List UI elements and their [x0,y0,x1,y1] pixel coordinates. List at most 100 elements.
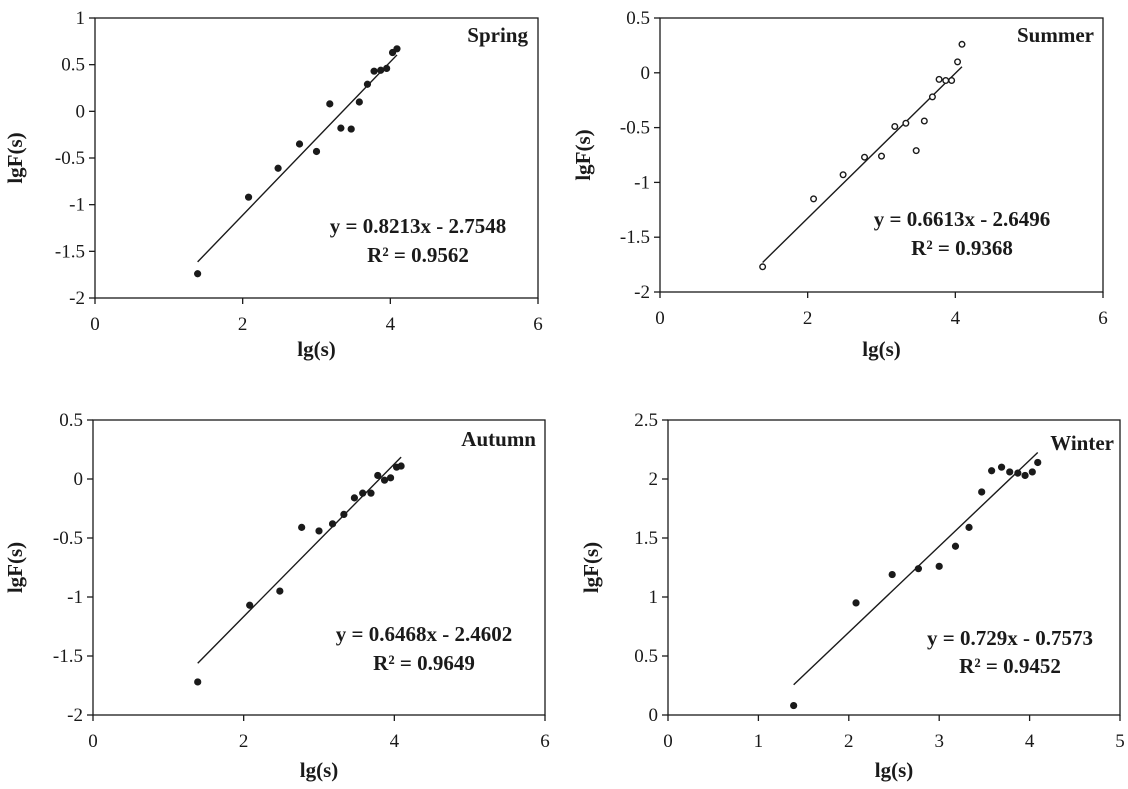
autumn-x-axis-title: lg(s) [300,758,339,782]
spring-y-axis-title: lgF(s) [3,132,27,183]
spring-y-tick-label: 1 [76,8,86,29]
summer-x-tick-label: 2 [803,308,813,329]
spring-equation-label: y = 0.8213x - 2.7548 [330,214,506,238]
summer-y-axis-title: lgF(s) [571,129,595,180]
winter-data-point [935,562,943,570]
autumn-y-tick-label: -0.5 [53,528,83,549]
summer-equation-label: y = 0.6613x - 2.6496 [874,207,1050,231]
winter-y-tick-label: 2 [649,469,659,490]
summer-data-point [942,76,950,84]
winter-data-point [978,488,986,496]
winter-x-axis-title: lg(s) [875,758,914,782]
winter-data-point [997,463,1006,471]
spring-title: Spring [467,23,528,47]
winter-r2-label: R² = 0.9452 [959,654,1061,678]
winter-y-tick-label: 0 [649,705,659,726]
autumn-x-tick-label: 6 [540,731,550,752]
autumn-y-tick-label: -1 [67,587,83,608]
winter-x-tick-label: 0 [663,731,673,752]
spring-y-tick-label: -1.5 [55,241,85,262]
autumn-data-point [298,523,306,531]
summer-data-point [902,119,910,127]
autumn-y-tick-label: 0.5 [59,410,83,431]
winter-data-point [1021,471,1029,480]
spring-data-point [312,147,321,156]
summer-data-point [935,75,943,83]
winter-y-tick-label: 0.5 [634,646,658,667]
winter-data-point [888,570,896,579]
autumn-data-point [350,494,359,502]
autumn-r2-label: R² = 0.9649 [373,651,475,675]
winter-data-point [965,523,973,531]
spring-x-axis-title: lg(s) [297,337,336,361]
summer-y-tick-label: -1.5 [620,227,650,248]
spring-x-tick-label: 2 [238,314,248,335]
autumn-data-point [367,489,375,497]
winter-data-point [1028,468,1036,476]
winter-y-tick-label: 1.5 [634,528,658,549]
spring-data-point [194,270,202,278]
autumn-data-point [386,474,395,482]
summer-data-point [954,58,962,66]
autumn-x-tick-label: 2 [239,731,249,752]
spring-data-point [274,164,282,172]
summer-x-tick-label: 0 [655,308,665,329]
summer-y-tick-label: 0 [641,63,651,84]
winter-x-tick-label: 5 [1115,731,1125,752]
spring-data-point [393,45,401,53]
autumn-data-point [246,601,254,609]
summer-y-tick-label: 0.5 [626,8,650,29]
autumn-equation-label: y = 0.6468x - 2.4602 [336,622,512,646]
winter-data-point [951,542,960,550]
autumn-y-tick-label: 0 [74,469,84,490]
spring-r2-label: R² = 0.9562 [367,243,469,267]
autumn-title: Autumn [461,427,536,451]
summer-x-tick-label: 4 [951,308,961,329]
summer-data-point [928,93,936,101]
summer-data-point [759,263,767,271]
summer-data-point [920,117,928,125]
spring-data-point [363,80,372,88]
spring-data-point [377,66,385,74]
spring-x-tick-label: 6 [533,314,543,335]
autumn-data-point [397,462,405,470]
summer-data-point [891,123,899,131]
winter-equation-label: y = 0.729x - 0.7573 [927,626,1093,650]
autumn-trend-line [197,456,402,664]
summer-data-point [861,153,869,161]
spring-data-point [347,125,355,133]
autumn-data-point [359,489,367,497]
summer-y-tick-label: -2 [634,282,650,303]
winter-chart: 0 0.5 1 1.5 2 2.5 0 1 2 3 4 5 Winter y = 0.729x - 0.7… [579,410,1125,782]
spring-y-tick-label: -2 [69,288,85,309]
spring-y-tick-label: 0.5 [61,55,85,76]
summer-data-point [810,195,818,203]
spring-plot-frame [94,17,539,299]
spring-data-point [244,193,253,201]
summer-r2-label: R² = 0.9368 [911,236,1013,260]
winter-data-point [790,701,798,710]
autumn-y-axis-title: lgF(s) [3,542,27,593]
summer-trend-line [762,66,963,263]
spring-data-point [383,64,391,72]
spring-data-point [370,67,378,75]
spring-data-point [337,124,345,132]
summer-title: Summer [1017,23,1094,47]
autumn-data-point [380,476,389,484]
winter-data-point [1014,469,1022,477]
autumn-plot-frame [92,419,546,716]
summer-data-point [948,76,956,84]
spring-x-tick-label: 4 [386,314,396,335]
winter-plot-frame [667,419,1121,716]
winter-title: Winter [1050,431,1114,455]
summer-chart: -2 -1.5 -1 -0.5 0 0.5 0 2 4 6 Summer y = 0.6613x - … [571,8,1108,361]
autumn-chart: -2 -1.5 -1 -0.5 0 0.5 0 2 4 6 Autumn y = 0.6468x - … [3,410,550,782]
spring-x-tick-label: 0 [90,314,100,335]
autumn-data-point [340,510,348,519]
summer-y-tick-label: -1 [634,172,650,193]
summer-data-point [839,171,847,179]
winter-data-point [1034,458,1042,467]
winter-data-point [988,467,996,475]
spring-y-tick-label: -0.5 [55,148,85,169]
